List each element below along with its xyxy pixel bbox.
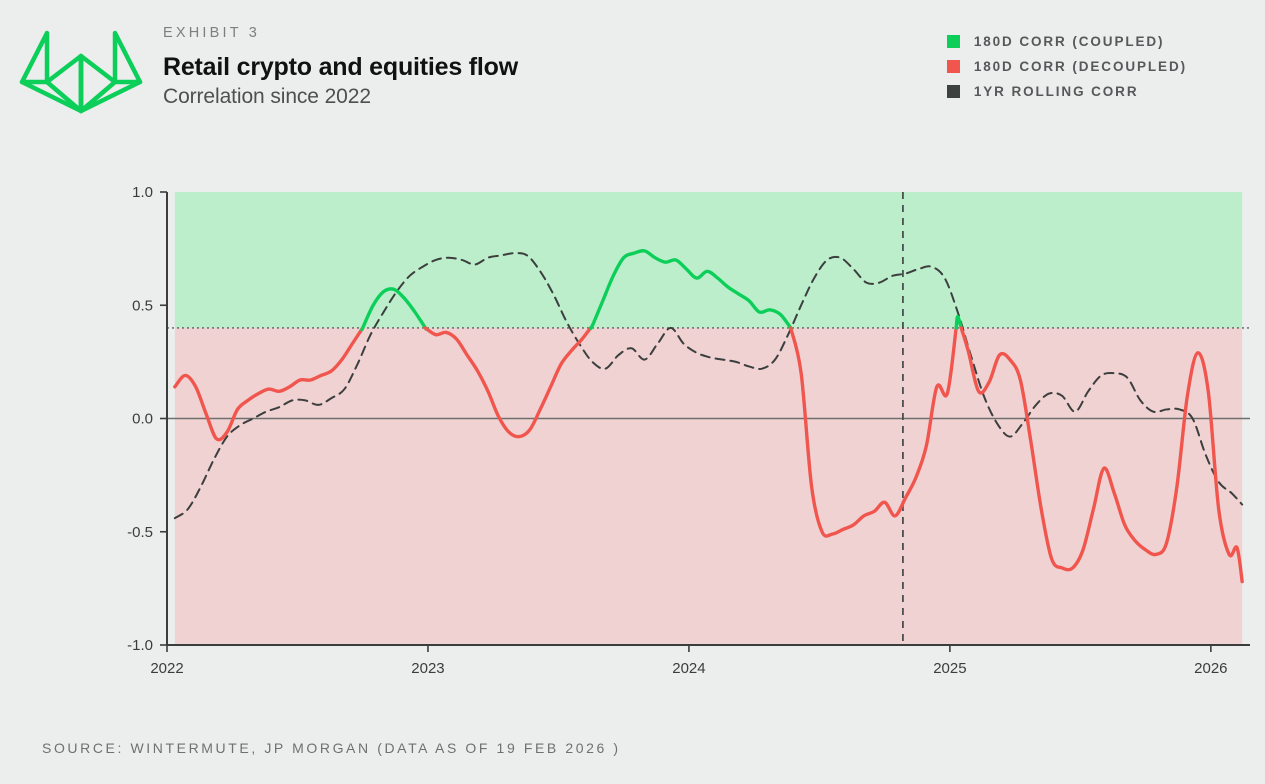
segment-decoupled	[789, 326, 958, 538]
legend-swatch-rolling	[946, 85, 960, 98]
y-tick-label: -1.0	[127, 637, 153, 654]
x-tick-label: 2026	[1194, 660, 1227, 677]
y-tick-label: -0.5	[127, 524, 153, 541]
series-1yr-rolling-corr	[173, 252, 1244, 520]
chart-area: ROLLING CORRELATION (RETAIL IMBALANCE VS…	[0, 140, 1265, 710]
series-180d-corr	[173, 249, 1244, 584]
y-tick-label: 0.5	[132, 297, 153, 314]
source-note: SOURCE: WINTERMUTE, JP MORGAN (DATA AS O…	[42, 740, 621, 756]
wintermute-logo-svg	[19, 30, 143, 114]
correlation-plot: 1.0 0.5 0.0 -0.5 -1.0 2022 2023 2024 2025 2026	[127, 184, 1250, 677]
x-tick-label: 2024	[672, 660, 705, 677]
coupled-zone-shading	[174, 192, 1243, 328]
y-axis-title: ROLLING CORRELATION (RETAIL IMBALANCE VS…	[0, 140, 110, 640]
decoupled-zone-shading	[174, 327, 1243, 645]
legend-label-decoupled: 180D CORR (DECOUPLED)	[973, 59, 1187, 74]
y-tick-label: 0.0	[132, 411, 153, 428]
segment-coupled	[360, 287, 428, 332]
legend-swatch-decoupled	[946, 60, 960, 73]
segment-decoupled	[173, 326, 365, 442]
y-axis-ticks: 1.0 0.5 0.0 -0.5 -1.0	[127, 184, 167, 654]
segment-coupled	[954, 314, 963, 330]
legend-label-rolling: 1YR ROLLING CORR	[973, 84, 1139, 99]
chart-legend: 180D CORR (COUPLED) 180D CORR (DECOUPLED…	[946, 32, 1187, 101]
page-title: Retail crypto and equities flow	[163, 53, 518, 81]
y-tick-label: 1.0	[132, 184, 153, 201]
legend-item-decoupled: 180D CORR (DECOUPLED)	[946, 57, 1187, 76]
legend-swatch-coupled	[946, 35, 960, 48]
legend-item-coupled: 180D CORR (COUPLED)	[946, 32, 1187, 51]
segment-decoupled	[959, 326, 1244, 584]
segment-coupled	[588, 249, 794, 331]
wintermute-logo	[18, 26, 144, 118]
x-tick-label: 2022	[150, 660, 183, 677]
chart-header: EXHIBIT 3 Retail crypto and equities flo…	[0, 0, 1265, 140]
x-tick-label: 2025	[933, 660, 966, 677]
legend-label-coupled: 180D CORR (COUPLED)	[973, 34, 1165, 49]
segment-decoupled	[423, 326, 593, 439]
page-subtitle: Correlation since 2022	[163, 85, 371, 108]
title-block: EXHIBIT 3 Retail crypto and equities flo…	[163, 25, 518, 109]
x-tick-label: 2023	[411, 660, 444, 677]
x-axis-ticks: 2022 2023 2024 2025 2026	[150, 645, 1228, 677]
legend-item-rolling: 1YR ROLLING CORR	[946, 82, 1187, 101]
exhibit-label: EXHIBIT 3	[163, 25, 261, 41]
